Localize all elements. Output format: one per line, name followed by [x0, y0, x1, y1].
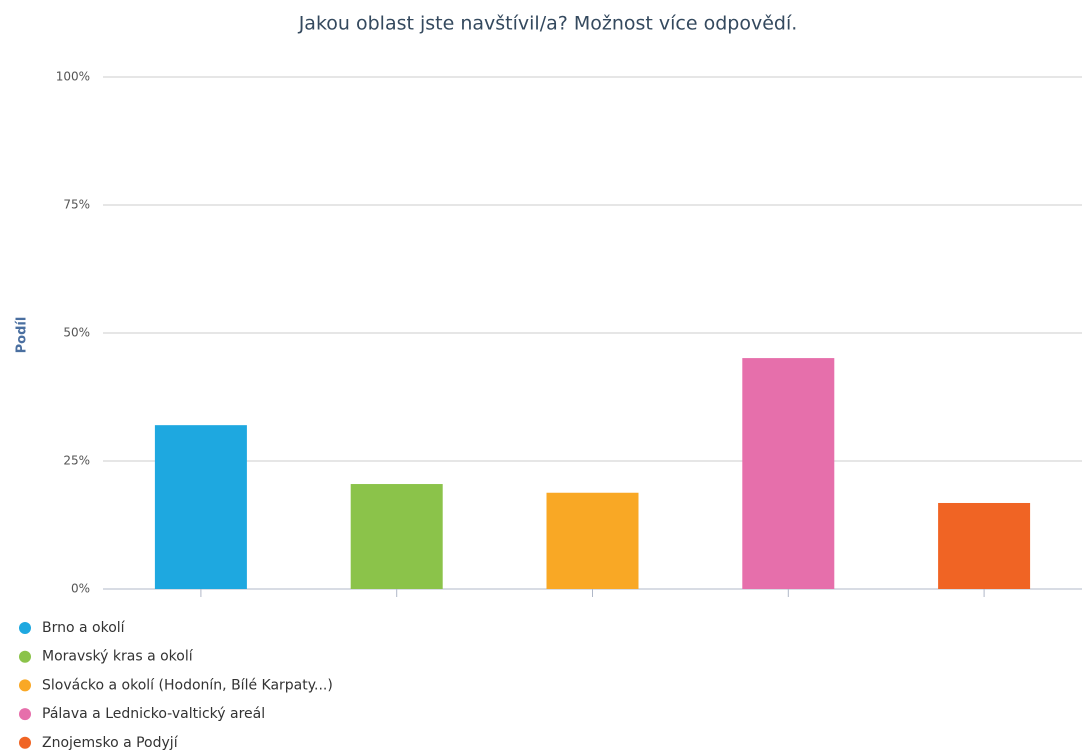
y-axis-label: Podíl	[15, 317, 30, 354]
y-tick-label: 50%	[63, 326, 90, 340]
legend-marker	[19, 650, 31, 663]
legend-label: Pálava a Lednicko-valtický areál	[42, 706, 265, 722]
legend-marker	[19, 622, 31, 634]
legend-label: Moravský kras a okolí	[42, 649, 194, 665]
legend-marker	[19, 679, 31, 692]
y-tick-label: 0%	[71, 582, 90, 596]
y-tick-label: 100%	[56, 70, 90, 84]
y-tick-label: 75%	[63, 198, 90, 212]
legend-marker	[19, 708, 31, 721]
bar	[938, 502, 1031, 589]
bar	[742, 358, 835, 589]
bar	[350, 484, 443, 589]
bar	[546, 492, 639, 589]
y-tick-label: 25%	[63, 454, 90, 468]
legend-label: Brno a okolí	[42, 620, 126, 636]
bar	[154, 425, 247, 589]
chart-title: Jakou oblast jste navštívil/a? Možnost v…	[298, 13, 798, 35]
legend-marker	[19, 736, 31, 749]
legend-label: Slovácko a okolí (Hodonín, Bílé Karpaty.…	[42, 677, 333, 693]
legend-label: Znojemsko a Podyjí	[42, 735, 179, 751]
